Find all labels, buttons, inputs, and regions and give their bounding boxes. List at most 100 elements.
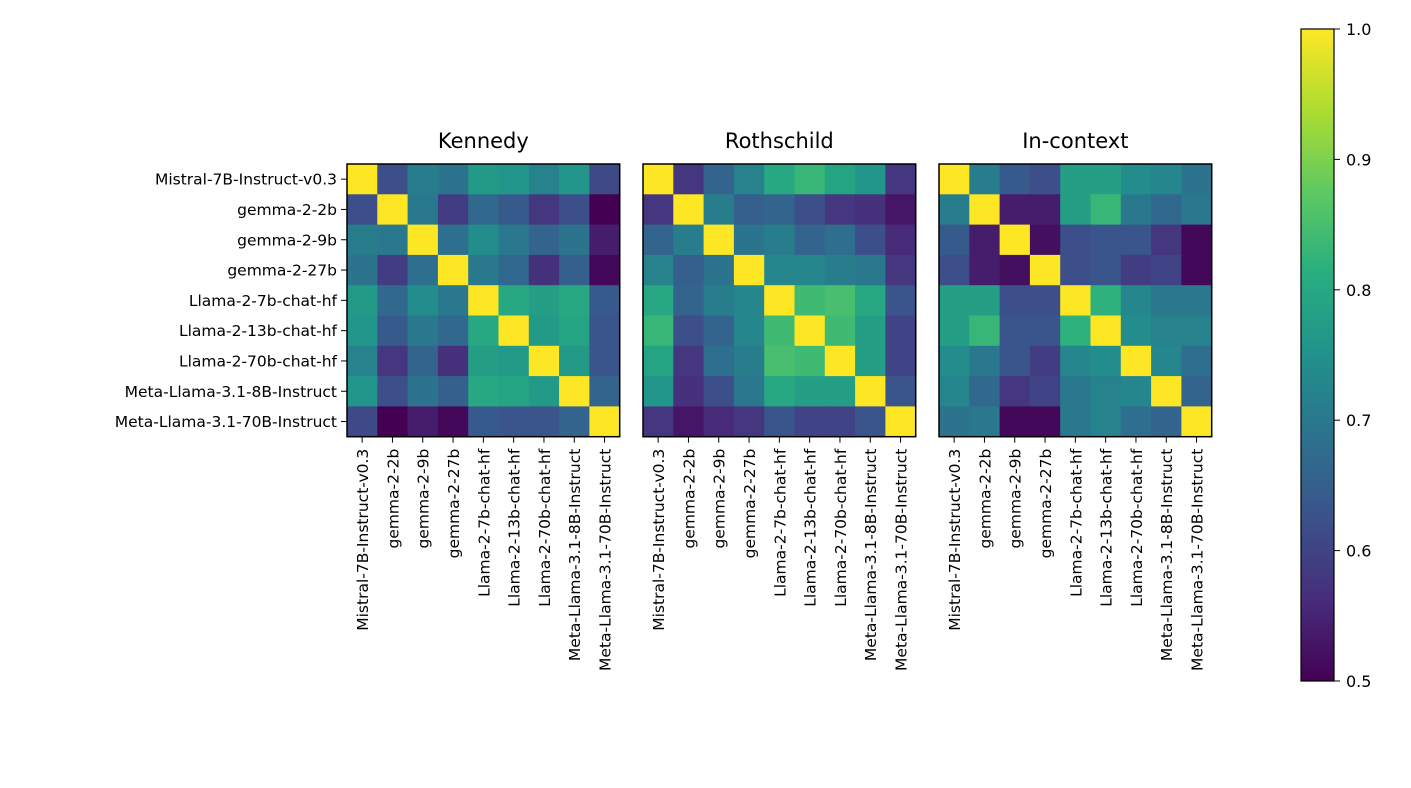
heatmap-cell xyxy=(999,315,1031,347)
x-tick-label: Llama-2-7b-chat-hf xyxy=(1067,448,1085,597)
heatmap-cell xyxy=(468,406,500,438)
heatmap-cell xyxy=(377,285,409,317)
heatmap-cell xyxy=(437,194,469,226)
heatmap-cell xyxy=(1181,315,1213,347)
heatmap-cell xyxy=(855,164,886,195)
heatmap-cell xyxy=(1090,285,1122,317)
heatmap-cell xyxy=(673,315,705,347)
heatmap-cell xyxy=(733,345,765,377)
y-tick-label: Meta-Llama-3.1-8B-Instruct xyxy=(125,383,337,401)
heatmap-cell xyxy=(1090,194,1122,226)
heatmap-cell xyxy=(643,254,674,286)
heatmap-cell xyxy=(939,254,970,286)
heatmap-cell xyxy=(1029,194,1061,226)
heatmap-cell xyxy=(528,345,560,377)
heatmap-cell xyxy=(1151,376,1182,407)
heatmap-cell xyxy=(673,194,705,226)
heatmap-cell xyxy=(1090,315,1122,347)
heatmap-cell xyxy=(437,376,469,407)
heatmap-cell xyxy=(407,194,439,226)
heatmap-cell xyxy=(999,194,1031,226)
heatmap-cell xyxy=(1120,254,1152,286)
heatmap-panel-in-context: In-context Mistral-7B-Instruct-v0.3 gemma-… xyxy=(938,129,1213,671)
heatmap-cell xyxy=(1060,406,1092,438)
heatmap-cell xyxy=(733,194,765,226)
heatmap-cell xyxy=(1151,224,1182,256)
heatmap-cell xyxy=(885,345,917,377)
heatmap-cell xyxy=(1181,376,1213,407)
heatmap-cell xyxy=(885,376,917,407)
heatmap-cell xyxy=(498,194,530,226)
heatmap-cell xyxy=(377,376,409,407)
x-tick-label: gemma-2-9b xyxy=(711,449,729,549)
heatmap-cell xyxy=(1120,224,1152,256)
heatmap-cell xyxy=(1060,224,1092,256)
heatmap-cell xyxy=(407,376,439,407)
heatmap-cell xyxy=(703,285,735,317)
heatmap-cell xyxy=(559,164,590,195)
heatmap-cell xyxy=(794,164,826,195)
y-tick-label: Llama-2-7b-chat-hf xyxy=(189,292,338,310)
y-tick-label: gemma-2-9b xyxy=(237,231,337,249)
heatmap-cell xyxy=(589,285,621,317)
heatmap-cell xyxy=(794,224,826,256)
heatmap-cell xyxy=(437,406,469,438)
heatmap-panel-rothschild: Rothschild Mistral-7B-Instruct-v0.3 gemma-… xyxy=(642,129,917,671)
heatmap-cell xyxy=(703,254,735,286)
heatmap-cell xyxy=(437,224,469,256)
heatmap-cell xyxy=(1029,285,1061,317)
heatmap-cell xyxy=(1060,164,1092,195)
panel-title: Kennedy xyxy=(438,129,529,153)
x-tick-label: gemma-2-2b xyxy=(384,449,402,549)
heatmap-cell xyxy=(468,194,500,226)
heatmap-cell xyxy=(764,406,796,438)
heatmap-cell xyxy=(1029,315,1061,347)
heatmap-cell xyxy=(1060,376,1092,407)
heatmap-cell xyxy=(794,285,826,317)
heatmap-cell xyxy=(939,376,970,407)
heatmap-cell xyxy=(1060,315,1092,347)
x-tick-label: Meta-Llama-3.1-8B-Instruct xyxy=(862,449,880,661)
heatmap-cell xyxy=(673,285,705,317)
colorbar-gradient xyxy=(1300,28,1335,682)
heatmap-cell xyxy=(437,285,469,317)
heatmap-cell xyxy=(589,376,621,407)
heatmap-cell xyxy=(643,224,674,256)
x-tick-label: Llama-2-7b-chat-hf xyxy=(771,448,789,597)
heatmap-cell xyxy=(969,376,1001,407)
heatmap-cell xyxy=(589,224,621,256)
heatmap-cell xyxy=(1029,376,1061,407)
heatmap-cell xyxy=(589,164,621,195)
heatmap-cell xyxy=(347,345,378,377)
heatmap-cell xyxy=(377,224,409,256)
heatmap-cell xyxy=(1181,345,1213,377)
heatmap-cell xyxy=(703,345,735,377)
heatmap-cell xyxy=(855,345,886,377)
heatmap-cell xyxy=(794,345,826,377)
heatmap-cell xyxy=(1120,194,1152,226)
heatmap-cell xyxy=(528,194,560,226)
heatmap-cell xyxy=(885,194,917,226)
heatmap-cell xyxy=(1060,285,1092,317)
heatmap-cell xyxy=(885,254,917,286)
heatmap-cell xyxy=(733,406,765,438)
heatmap-cell xyxy=(1151,194,1182,226)
heatmap-cell xyxy=(407,345,439,377)
heatmap-cell xyxy=(969,345,1001,377)
heatmap-cell xyxy=(969,194,1001,226)
heatmap-cell xyxy=(855,315,886,347)
heatmap-cell xyxy=(1151,164,1182,195)
heatmap-cell xyxy=(528,285,560,317)
heatmap-cell xyxy=(1120,345,1152,377)
heatmap-cell xyxy=(589,254,621,286)
heatmap-cell xyxy=(764,194,796,226)
y-tick-label: gemma-2-27b xyxy=(227,262,337,280)
heatmap-cell xyxy=(377,254,409,286)
heatmap-cell xyxy=(643,345,674,377)
x-tick-label: Meta-Llama-3.1-70B-Instruct xyxy=(1189,449,1207,671)
heatmap-cell xyxy=(1181,254,1213,286)
heatmap-cell xyxy=(468,345,500,377)
heatmap-cell xyxy=(407,164,439,195)
heatmap-cell xyxy=(703,376,735,407)
